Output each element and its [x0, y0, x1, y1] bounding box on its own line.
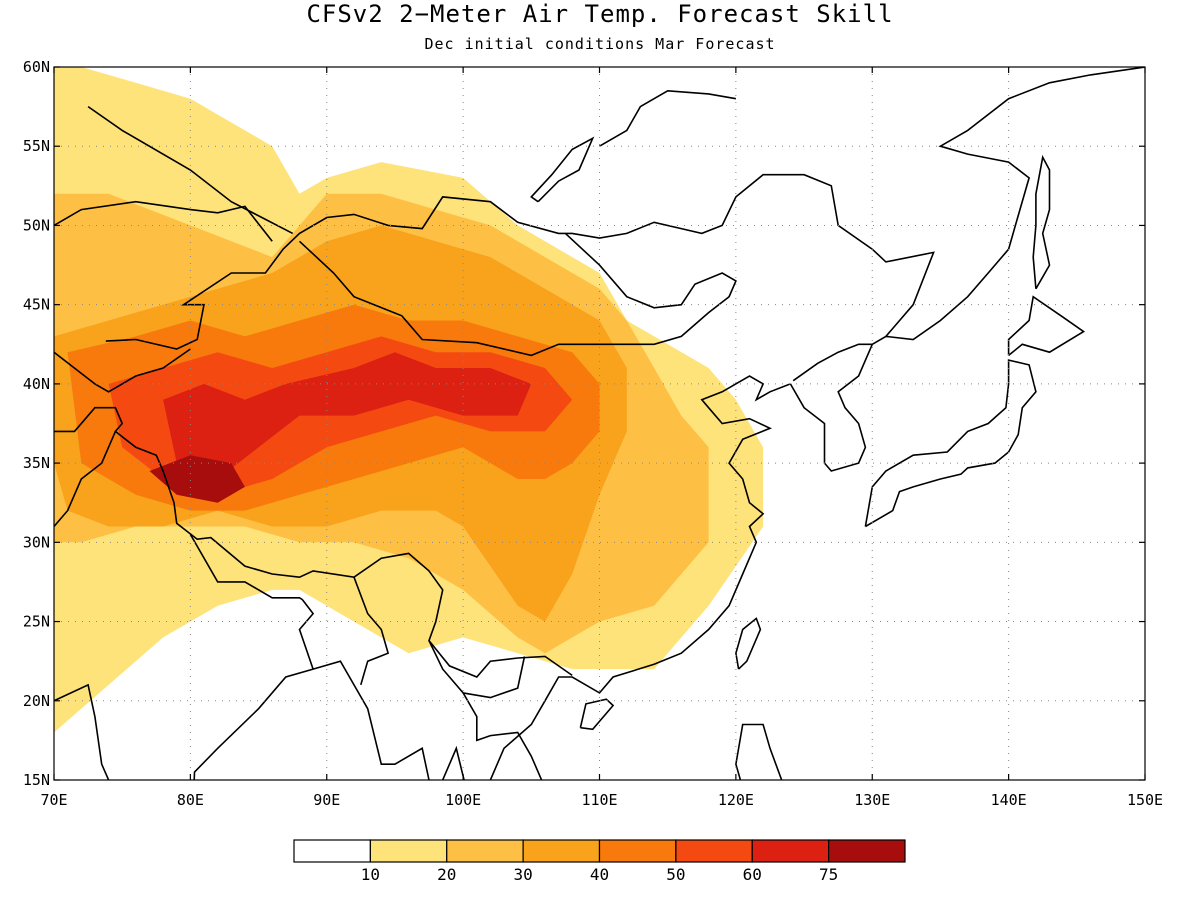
skill-region-75-6 — [149, 455, 245, 503]
lat-tick-label: 50N — [23, 216, 50, 234]
lat-tick-label: 55N — [23, 137, 50, 155]
colorbar-label: 50 — [666, 865, 685, 884]
lat-tick-label: 60N — [23, 58, 50, 76]
lat-tick-label: 45N — [23, 296, 50, 314]
coastline-segment-12 — [105, 173, 935, 350]
lat-tick-label: 30N — [23, 533, 50, 551]
colorbar-swatch — [675, 839, 753, 863]
coastline-segment-7 — [1007, 295, 1086, 357]
lat-tick-label: 25N — [23, 613, 50, 631]
coastline-segment-23 — [54, 200, 273, 242]
colorbar-swatch — [293, 839, 371, 863]
coastline-segment-24 — [54, 348, 191, 393]
lat-tick-label: 20N — [23, 692, 50, 710]
coastline-segment-26 — [530, 136, 595, 203]
lon-tick-label: 70E — [40, 791, 67, 809]
colorbar-swatch — [751, 839, 830, 863]
colorbar-swatch — [446, 839, 524, 863]
axis-ticks: 70E 80E 90E 100E 110E 120E 130E 140E 150E 15N 20N 2… — [23, 58, 1163, 809]
colorbar-label: 30 — [513, 865, 532, 884]
coastline-segment-10 — [579, 698, 615, 731]
coastline-segment-18 — [428, 640, 543, 780]
colorbar-label: 60 — [743, 865, 762, 884]
colorbar-swatch — [522, 839, 601, 863]
coastline-segment-22 — [87, 105, 294, 235]
colorbar-label: 10 — [361, 865, 380, 884]
coastline-segment-2 — [441, 745, 465, 780]
coastlines-and-borders — [54, 67, 1145, 780]
map-title: CFSv2 2−Meter Air Temp. Forecast Skill — [306, 0, 894, 28]
coastline-segment-21 — [792, 343, 873, 382]
coastline-segment-13 — [54, 406, 573, 678]
coastline-segment-25 — [599, 89, 737, 147]
coastline-segment-11 — [735, 723, 783, 780]
lon-tick-label: 100E — [445, 791, 481, 809]
colorbar-swatch — [598, 839, 677, 863]
coastline-segment-1 — [190, 660, 430, 780]
colorbar-swatch — [369, 839, 448, 863]
coastline-segment-0 — [54, 683, 110, 780]
colorbar-label: 40 — [590, 865, 609, 884]
colorbar: 10 20 30 40 50 60 75 — [293, 839, 906, 884]
coastline-segment-14 — [54, 431, 117, 528]
lon-tick-label: 90E — [313, 791, 340, 809]
colorbar-label: 20 — [437, 865, 456, 884]
lon-tick-label: 110E — [581, 791, 617, 809]
lon-tick-label: 150E — [1127, 791, 1163, 809]
coastline-segment-19 — [462, 656, 526, 699]
colorbar-swatch — [828, 839, 906, 863]
lon-tick-label: 140E — [991, 791, 1027, 809]
coastline-segment-5 — [871, 67, 1145, 345]
coastline-segment-15 — [189, 534, 303, 601]
map-subtitle: Dec initial conditions Mar Forecast — [424, 35, 776, 53]
coastline-segment-17 — [353, 576, 390, 686]
lat-tick-label: 40N — [23, 375, 50, 393]
coastline-segment-16 — [298, 598, 315, 670]
coastline-segment-6 — [864, 359, 1037, 528]
coastline-segment-3 — [489, 375, 791, 780]
colorbar-label: 75 — [819, 865, 838, 884]
lon-tick-label: 120E — [718, 791, 754, 809]
coastline-segment-8 — [1032, 154, 1051, 290]
coastline-segment-20 — [298, 232, 737, 357]
coastline-segment-9 — [735, 617, 762, 670]
coastline-segment-4 — [789, 343, 874, 472]
skill-contour-fills — [54, 67, 764, 733]
lat-tick-label: 15N — [23, 771, 50, 789]
lat-tick-label: 35N — [23, 454, 50, 472]
lon-tick-label: 80E — [177, 791, 204, 809]
lon-tick-label: 130E — [854, 791, 890, 809]
